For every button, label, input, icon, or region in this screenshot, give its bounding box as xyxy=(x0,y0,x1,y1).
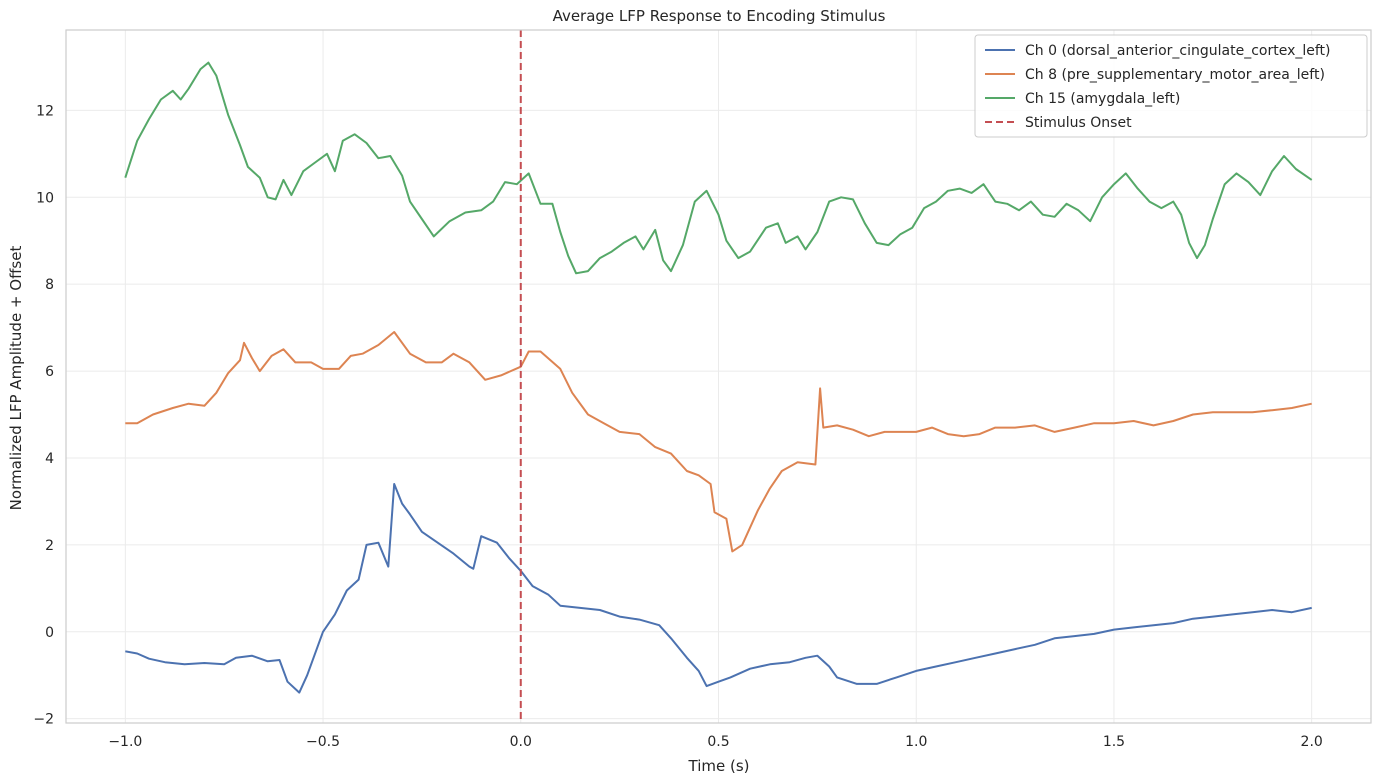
chart-title: Average LFP Response to Encoding Stimulu… xyxy=(553,7,886,25)
series-layer xyxy=(124,61,1313,694)
y-tick-label: 0 xyxy=(45,625,54,641)
y-tick-label: 8 xyxy=(45,277,54,293)
y-tick-label: 2 xyxy=(45,538,54,554)
x-tick-label: 1.0 xyxy=(905,734,927,750)
y-tick-label: 6 xyxy=(45,364,54,380)
legend-label: Stimulus Onset xyxy=(1025,115,1132,131)
series-line-1 xyxy=(125,331,1312,553)
x-tick-label: −1.0 xyxy=(108,734,142,750)
legend-label: Ch 15 (amygdala_left) xyxy=(1025,91,1180,107)
y-tick-label: 10 xyxy=(36,190,54,206)
legend-box xyxy=(974,34,1368,138)
y-tick-label: 4 xyxy=(45,451,54,467)
x-axis-label: Time (s) xyxy=(688,757,750,775)
legend-items: Ch 0 (dorsal_anterior_cingulate_cortex_l… xyxy=(985,43,1331,131)
y-tick-label: −2 xyxy=(33,712,54,728)
legend-label: Ch 0 (dorsal_anterior_cingulate_cortex_l… xyxy=(1025,43,1331,59)
y-axis-label: Normalized LFP Amplitude + Offset xyxy=(7,246,25,511)
y-axis-ticks: −2 0 2 4 6 8 10 12 xyxy=(33,103,54,727)
series-line-2 xyxy=(124,61,1313,275)
x-tick-label: 1.5 xyxy=(1103,734,1125,750)
x-tick-label: −0.5 xyxy=(306,734,340,750)
legend: Ch 0 (dorsal_anterior_cingulate_cortex_l… xyxy=(974,34,1368,138)
x-tick-label: 0.0 xyxy=(510,734,532,750)
plot-frame xyxy=(65,29,1372,724)
y-tick-label: 12 xyxy=(36,103,54,119)
series-line-0 xyxy=(125,483,1312,694)
x-tick-label: 0.5 xyxy=(707,734,729,750)
x-tick-label: 2.0 xyxy=(1301,734,1323,750)
x-axis-ticks: −1.0 −0.5 0.0 0.5 1.0 1.5 2.0 xyxy=(108,734,1322,750)
legend-label: Ch 8 (pre_supplementary_motor_area_left) xyxy=(1025,67,1325,83)
